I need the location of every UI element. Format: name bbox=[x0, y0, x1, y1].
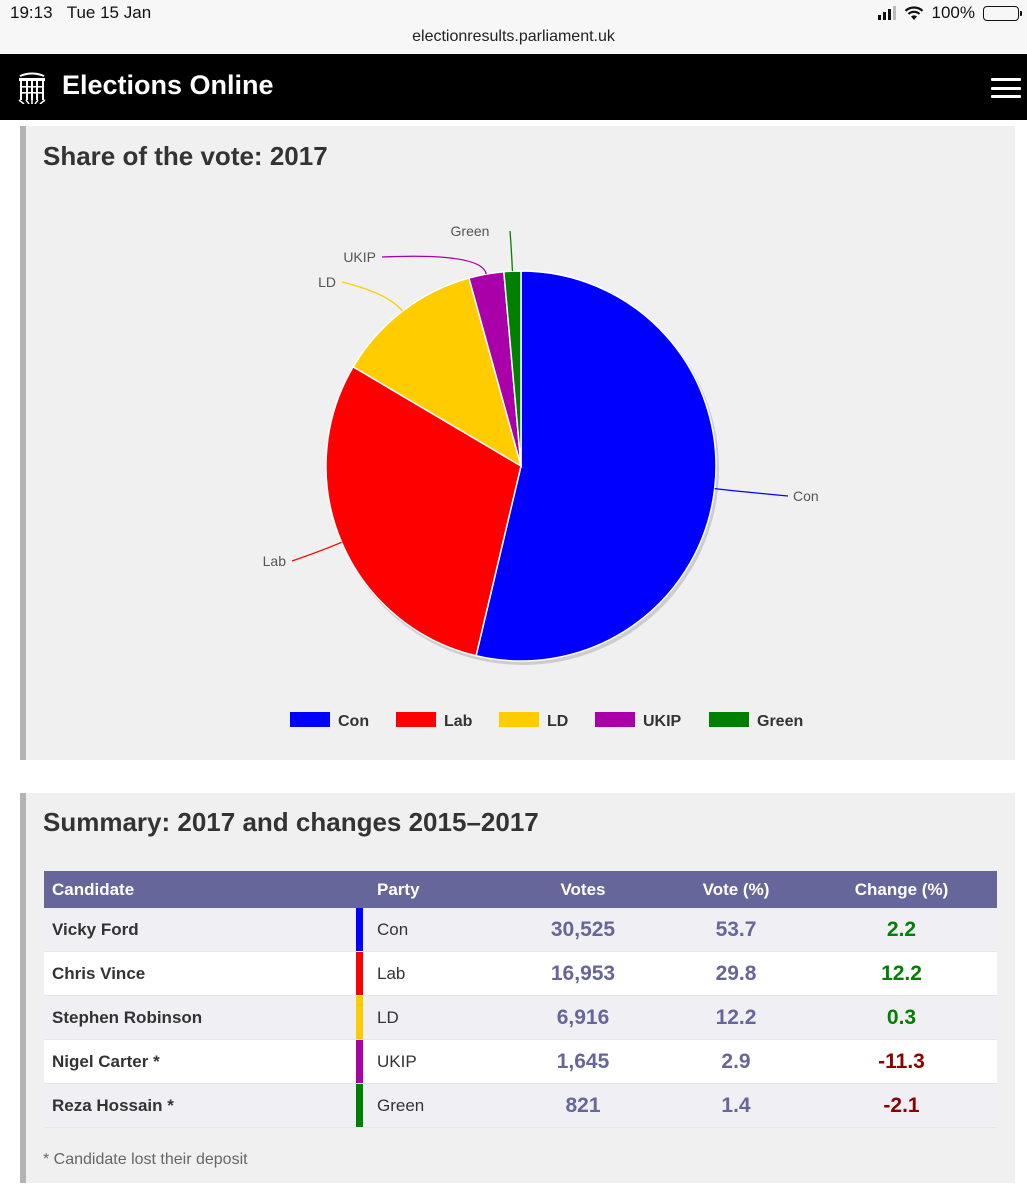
wifi-icon bbox=[904, 5, 923, 20]
vote-pct-value: 2.9 bbox=[666, 1039, 806, 1084]
votes-value: 30,525 bbox=[500, 908, 666, 952]
candidate-name[interactable]: Chris Vince bbox=[44, 951, 356, 996]
party-name: Con bbox=[377, 919, 409, 939]
legend-item-ukip[interactable]: UKIP bbox=[595, 712, 682, 730]
col-change-pct[interactable]: Change (%) bbox=[806, 871, 997, 908]
legend-swatch bbox=[499, 712, 539, 727]
table-row: Vicky Ford Con 30,525 53.7 2.2 bbox=[44, 908, 997, 952]
change-pct-value: 0.3 bbox=[806, 995, 997, 1040]
vote-pct-value: 29.8 bbox=[666, 951, 806, 996]
results-table: Candidate Party Votes Vote (%) Change (%… bbox=[44, 871, 997, 1128]
party-cell: UKIP bbox=[356, 1039, 500, 1084]
col-candidate[interactable]: Candidate bbox=[44, 871, 356, 908]
vote-pct-value: 12.2 bbox=[666, 995, 806, 1040]
legend-item-green[interactable]: Green bbox=[709, 712, 803, 730]
battery-icon bbox=[983, 5, 1022, 21]
pie-connector-green bbox=[509, 230, 514, 272]
pie-slice-ld[interactable] bbox=[352, 277, 523, 468]
party-cell: Con bbox=[356, 908, 500, 952]
vote-share-pie-chart: Con Lab LD UKIP Green Con Lab LD UKIP Green bbox=[263, 223, 819, 730]
col-vote-pct[interactable]: Vote (%) bbox=[666, 871, 806, 908]
col-party[interactable]: Party bbox=[356, 871, 500, 908]
party-color-bar bbox=[356, 1040, 363, 1083]
col-votes[interactable]: Votes bbox=[500, 871, 666, 908]
legend-swatch bbox=[709, 712, 749, 727]
party-cell: Lab bbox=[356, 951, 500, 996]
status-time: 19:13 Tue 15 Jan bbox=[10, 3, 152, 22]
party-color-bar bbox=[356, 996, 363, 1039]
vote-share-panel: Share of the vote: 2017 Con Lab LD UKIP Gree… bbox=[20, 126, 1015, 760]
pie-slice-con[interactable] bbox=[475, 270, 717, 662]
party-color-bar bbox=[356, 1084, 363, 1127]
pie-connector-con bbox=[714, 487, 789, 497]
legend-label: Con bbox=[338, 713, 369, 730]
legend-label: Lab bbox=[444, 713, 473, 730]
votes-value: 821 bbox=[500, 1083, 666, 1128]
party-color-bar bbox=[356, 952, 363, 995]
summary-panel: Summary: 2017 and changes 2015–2017 Cand… bbox=[20, 793, 1015, 1183]
url-text: electionresults.parliament.uk bbox=[412, 28, 615, 45]
hamburger-menu-icon[interactable] bbox=[991, 78, 1021, 98]
party-color-bar bbox=[356, 908, 363, 951]
pie-connector-ukip bbox=[381, 255, 487, 275]
vote-pct-value: 53.7 bbox=[666, 908, 806, 952]
pie-connector-ld bbox=[341, 281, 403, 312]
legend-swatch bbox=[290, 712, 330, 727]
change-pct-value: -2.1 bbox=[806, 1083, 997, 1128]
legend-label: UKIP bbox=[643, 713, 682, 730]
candidate-name[interactable]: Reza Hossain * bbox=[44, 1083, 356, 1128]
vote-share-title: Share of the vote: 2017 bbox=[43, 141, 328, 171]
candidate-name[interactable]: Nigel Carter * bbox=[44, 1039, 356, 1084]
votes-value: 16,953 bbox=[500, 951, 666, 996]
summary-title: Summary: 2017 and changes 2015–2017 bbox=[43, 807, 539, 837]
pie-label-green: Green bbox=[451, 223, 490, 239]
legend-swatch bbox=[396, 712, 436, 727]
table-row: Chris Vince Lab 16,953 29.8 12.2 bbox=[44, 951, 997, 996]
pie-label-ld: LD bbox=[318, 274, 336, 290]
legend-label: LD bbox=[547, 713, 568, 730]
legend-item-lab[interactable]: Lab bbox=[396, 712, 473, 730]
party-name: LD bbox=[377, 1007, 399, 1027]
votes-value: 1,645 bbox=[500, 1039, 666, 1084]
table-row: Stephen Robinson LD 6,916 12.2 0.3 bbox=[44, 995, 997, 1040]
table-row: Reza Hossain * Green 821 1.4 -2.1 bbox=[44, 1083, 997, 1128]
candidate-name[interactable]: Vicky Ford bbox=[44, 908, 356, 952]
battery-percent: 100% bbox=[931, 3, 975, 22]
url-bar[interactable]: electionresults.parliament.uk bbox=[0, 26, 1027, 54]
table-row: Nigel Carter * UKIP 1,645 2.9 -11.3 bbox=[44, 1039, 997, 1084]
change-pct-value: 12.2 bbox=[806, 951, 997, 996]
pie-label-con: Con bbox=[793, 488, 819, 504]
pie-label-ukip: UKIP bbox=[343, 249, 376, 265]
change-pct-value: -11.3 bbox=[806, 1039, 997, 1084]
table-header-row: Candidate Party Votes Vote (%) Change (%… bbox=[44, 871, 997, 908]
pie-connector-lab bbox=[291, 541, 342, 562]
deposit-footnote: * Candidate lost their deposit bbox=[43, 1151, 248, 1168]
portcullis-icon[interactable] bbox=[16, 70, 48, 104]
status-bar: 19:13 Tue 15 Jan 100% bbox=[0, 0, 1027, 26]
vote-pct-value: 1.4 bbox=[666, 1083, 806, 1128]
pie-slice-green[interactable] bbox=[503, 270, 522, 467]
site-header: Elections Online bbox=[0, 54, 1027, 120]
pie-label-lab: Lab bbox=[263, 553, 287, 569]
party-cell: LD bbox=[356, 995, 500, 1040]
legend-item-con[interactable]: Con bbox=[290, 712, 369, 730]
status-date: Tue 15 Jan bbox=[66, 3, 152, 22]
change-pct-value: 2.2 bbox=[806, 908, 997, 952]
party-name: Lab bbox=[377, 963, 406, 983]
votes-value: 6,916 bbox=[500, 995, 666, 1040]
site-title[interactable]: Elections Online bbox=[62, 70, 274, 100]
party-name: UKIP bbox=[377, 1051, 417, 1071]
legend-swatch bbox=[595, 712, 635, 727]
party-name: Green bbox=[377, 1095, 425, 1115]
candidate-name[interactable]: Stephen Robinson bbox=[44, 995, 356, 1040]
signal-icon bbox=[877, 6, 896, 20]
party-cell: Green bbox=[356, 1083, 500, 1128]
legend-label: Green bbox=[757, 713, 803, 730]
legend-item-ld[interactable]: LD bbox=[499, 712, 568, 730]
